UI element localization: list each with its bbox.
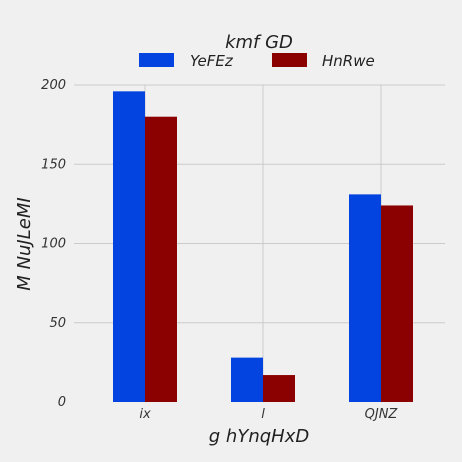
bar-yefez-ix bbox=[113, 91, 145, 402]
y-tick-label: 100 bbox=[41, 237, 66, 252]
bar-hnrwe-l bbox=[263, 375, 295, 402]
x-tick-label: QJNZ bbox=[365, 407, 399, 422]
bar-hnrwe-qjnz bbox=[381, 205, 413, 402]
legend-swatch-yefez bbox=[139, 53, 174, 67]
legend: kmf GD YeFEz HnRwe bbox=[139, 32, 375, 70]
legend-label-hnrwe: HnRwe bbox=[322, 52, 375, 70]
legend-label-yefez: YeFEz bbox=[190, 52, 234, 70]
x-tick-labels: ix l QJNZ bbox=[139, 407, 398, 422]
y-tick-label: 150 bbox=[41, 157, 66, 172]
x-tick-label: ix bbox=[139, 407, 151, 422]
legend-swatch-hnrwe bbox=[272, 53, 307, 67]
x-tick-label: l bbox=[261, 407, 265, 422]
y-tick-label: 0 bbox=[58, 395, 66, 410]
x-axis-title: g hYnqHxD bbox=[209, 426, 309, 447]
legend-title: kmf GD bbox=[225, 32, 293, 53]
y-tick-labels: 0 50 100 150 200 bbox=[41, 78, 66, 410]
bar-yefez-qjnz bbox=[349, 194, 381, 402]
bar-hnrwe-ix bbox=[145, 116, 177, 402]
y-tick-label: 200 bbox=[41, 78, 66, 93]
y-axis-title: M NuJLeMI bbox=[14, 197, 35, 290]
bar-yefez-l bbox=[231, 357, 263, 402]
y-tick-label: 50 bbox=[49, 316, 66, 331]
bars bbox=[113, 91, 413, 402]
